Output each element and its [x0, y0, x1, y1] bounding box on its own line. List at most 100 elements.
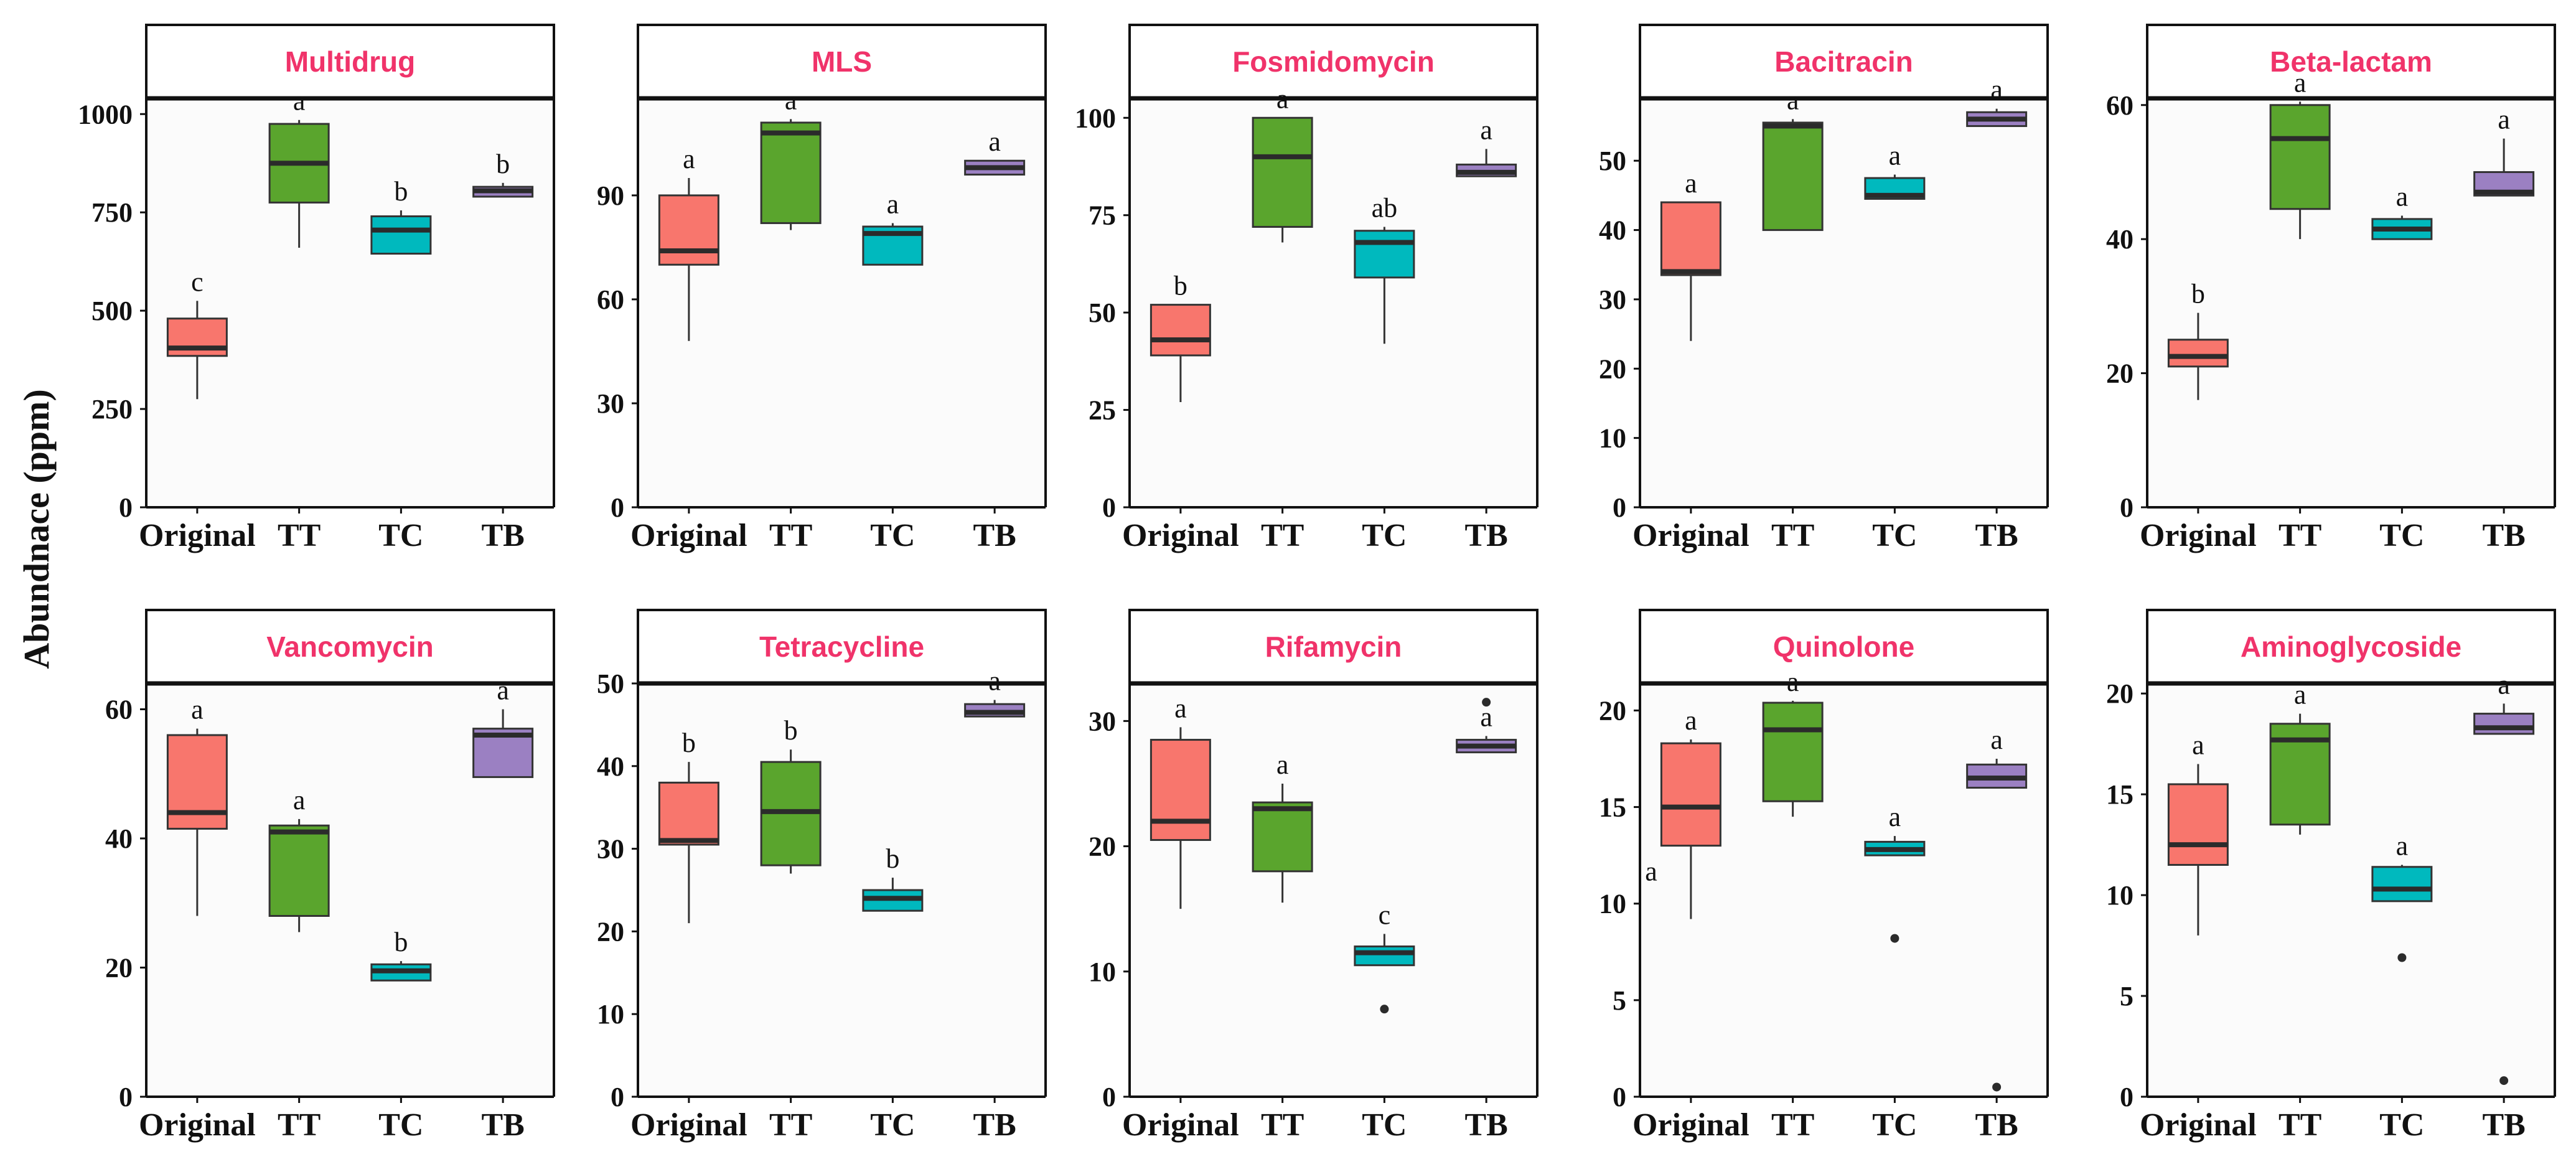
- y-axis-label: Abundnace (ppm): [16, 389, 57, 669]
- y-tick-label: 50: [1089, 298, 1116, 328]
- x-tick-label: Original: [2140, 518, 2257, 553]
- y-tick-label: 750: [91, 197, 133, 228]
- x-tick-label: TB: [973, 1107, 1016, 1143]
- y-tick-label: 5: [2120, 981, 2133, 1011]
- panel-title: Fosmidomycin: [1232, 45, 1435, 78]
- x-tick-label: TB: [481, 518, 524, 553]
- y-tick-label: 20: [1089, 832, 1116, 862]
- box-tc: b: [370, 927, 432, 982]
- significance-letter: c: [191, 266, 204, 297]
- y-tick-label: 30: [1599, 284, 1626, 315]
- significance-letter: a: [2498, 105, 2510, 135]
- significance-letter: a: [2498, 669, 2510, 700]
- panel-title: Bacitracin: [1774, 45, 1913, 78]
- y-tick-label: 100: [1075, 103, 1116, 133]
- significance-letter: b: [496, 149, 510, 179]
- y-tick-label: 0: [2120, 492, 2133, 523]
- y-tick-label: 0: [611, 1082, 624, 1112]
- x-tick-label: Original: [1122, 518, 1239, 553]
- title-strip: [1128, 24, 1539, 100]
- facet-tetracycline: Tetracycline 0 10 20 30 40 50 Original TT TC TB b b b…: [597, 609, 1047, 1143]
- y-tick-label: 25: [1089, 395, 1116, 426]
- title-strip: [2146, 24, 2556, 100]
- box-tc: a: [862, 189, 924, 266]
- x-tick-label: TC: [870, 1107, 915, 1143]
- box-tc: a: [1864, 802, 1926, 943]
- significance-letter: b: [2191, 279, 2205, 309]
- significance-letter: a: [988, 666, 1001, 697]
- box-tb: a: [2473, 105, 2535, 197]
- box-tb: a: [2473, 669, 2535, 1086]
- facet-vancomycin: Vancomycin 0 20 40 60 Original TT TC TB a a b a: [105, 609, 555, 1143]
- significance-letter: ab: [1372, 192, 1398, 223]
- facet-mls: MLS 0 30 60 90 Original TT TC TB a a a a: [597, 24, 1047, 553]
- box-tt: a: [1252, 83, 1313, 243]
- title-strip: [637, 24, 1047, 100]
- outlier-point: [2397, 953, 2407, 962]
- box-body: [1150, 739, 1211, 842]
- outlier-point: [1380, 1005, 1389, 1014]
- facet-aminoglycoside: Aminoglycoside 0 5 10 15 20 Original TT TC TB a a a a: [2106, 609, 2556, 1143]
- y-tick-label: 20: [1599, 695, 1626, 726]
- panel-title: Quinolone: [1773, 631, 1914, 663]
- panel-title: Aminoglycoside: [2241, 631, 2461, 663]
- significance-letter: b: [394, 176, 408, 207]
- x-tick-label: TC: [378, 1107, 423, 1143]
- y-tick-label: 10: [1089, 957, 1116, 987]
- facet-multidrug: Multidrug 0 250 500 750 1000 Original TT TC TB c a b…: [78, 24, 555, 553]
- significance-letter: a: [497, 675, 509, 706]
- box-tc: ab: [1354, 192, 1415, 344]
- outlier-point: [1890, 934, 1899, 943]
- y-tick-label: 500: [91, 296, 133, 326]
- significance-letter: b: [886, 843, 899, 874]
- title-strip: [1639, 24, 2049, 100]
- y-tick-label: 0: [119, 492, 133, 523]
- significance-letter: b: [394, 927, 408, 957]
- y-tick-label: 30: [597, 834, 624, 865]
- box-body: [2167, 339, 2229, 368]
- y-tick-label: 20: [2106, 678, 2133, 709]
- outlier-point: [1482, 698, 1491, 707]
- significance-letter: a: [2294, 67, 2307, 98]
- box-original: a: [2167, 730, 2229, 936]
- significance-letter: a: [1787, 85, 1799, 115]
- y-tick-label: 0: [2120, 1082, 2133, 1112]
- box-body: [760, 121, 822, 224]
- significance-letter: a: [683, 144, 695, 174]
- significance-letter: a: [2396, 181, 2409, 212]
- outlier-point: [1992, 1082, 2002, 1092]
- significance-letter: b: [682, 728, 696, 758]
- box-tb: a: [1966, 75, 2028, 128]
- outlier-point: [2499, 1076, 2509, 1086]
- box-tc: b: [370, 176, 432, 255]
- x-tick-label: TT: [1771, 518, 1814, 553]
- box-original: a: [658, 144, 719, 341]
- panel-title: Rifamycin: [1265, 631, 1402, 663]
- significance-letter: a: [1276, 83, 1289, 114]
- box-tb: b: [472, 149, 534, 198]
- x-tick-label: TT: [2279, 1107, 2321, 1143]
- x-tick-label: TC: [2379, 518, 2424, 553]
- x-tick-label: TB: [1464, 1107, 1507, 1143]
- x-tick-label: TC: [2379, 1107, 2424, 1143]
- facet-quinolone: Quinolone 0 5 10 15 20 Original TT TC TB a a a a a: [1599, 609, 2049, 1143]
- significance-letter: a: [887, 189, 899, 219]
- x-tick-label: TT: [1261, 1107, 1304, 1143]
- significance-letter: a: [1480, 702, 1492, 733]
- x-tick-label: Original: [1632, 1107, 1749, 1143]
- significance-letter: a: [1685, 168, 1697, 199]
- significance-letter: a: [1990, 725, 2003, 755]
- x-tick-label: TC: [1362, 518, 1407, 553]
- y-tick-label: 10: [2106, 880, 2133, 911]
- facet-fosmidomycin: Fosmidomycin 0 25 50 75 100 Original TT TC TB b a ab…: [1075, 24, 1539, 553]
- significance-letter: b: [1174, 271, 1187, 301]
- box-body: [658, 781, 719, 846]
- significance-letter: a: [785, 85, 797, 115]
- box-tc: b: [862, 843, 924, 912]
- box-tb: a: [964, 126, 1026, 176]
- title-strip: [1128, 609, 1539, 685]
- box-body: [1354, 945, 1415, 967]
- significance-letter: a: [191, 695, 204, 725]
